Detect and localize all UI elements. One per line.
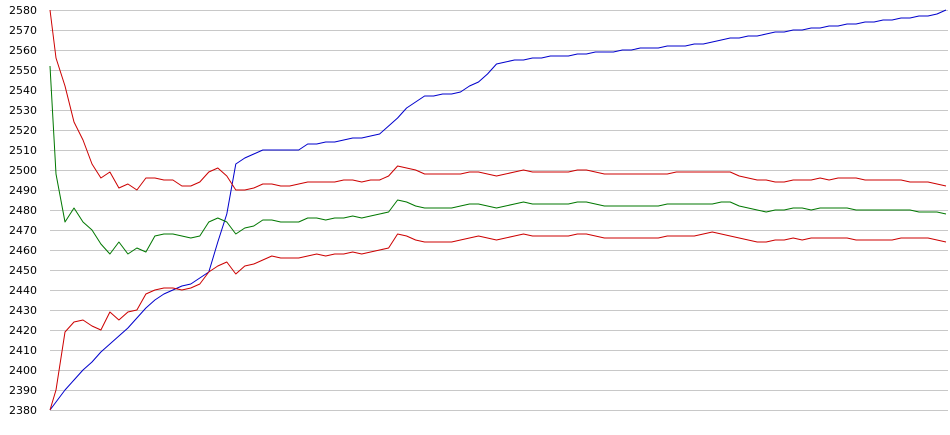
y-tick-label-2460: 2460: [9, 244, 37, 257]
y-tick-label-2420: 2420: [9, 324, 37, 337]
y-tick-label-2450: 2450: [9, 264, 37, 277]
y-tick-label-2410: 2410: [9, 344, 37, 357]
y-tick-label-2580: 2580: [9, 4, 37, 17]
y-tick-label-2430: 2430: [9, 304, 37, 317]
y-tick-label-2480: 2480: [9, 204, 37, 217]
y-tick-label-2560: 2560: [9, 44, 37, 57]
y-tick-label-2490: 2490: [9, 184, 37, 197]
y-tick-label-2540: 2540: [9, 84, 37, 97]
y-tick-label-2570: 2570: [9, 24, 37, 37]
y-tick-label-2390: 2390: [9, 384, 37, 397]
series-line-4: [49, 231, 947, 411]
y-tick-label-2500: 2500: [9, 164, 37, 177]
y-tick-label-2380: 2380: [9, 404, 37, 417]
y-tick-label-2470: 2470: [9, 224, 37, 237]
series-line-1: [49, 9, 947, 411]
series-line-2: [49, 9, 947, 191]
y-tick-label-2440: 2440: [9, 284, 37, 297]
series-line-3: [49, 65, 947, 255]
y-axis-tick-labels: 2380 2390 2400 2410 2420 2430 2440 2450 2460 2470…: [9, 4, 37, 417]
y-tick-label-2400: 2400: [9, 364, 37, 377]
y-tick-label-2510: 2510: [9, 144, 37, 157]
grid-lines: [50, 10, 948, 411]
series-lines: [49, 9, 947, 411]
y-tick-label-2550: 2550: [9, 64, 37, 77]
y-tick-label-2530: 2530: [9, 104, 37, 117]
y-tick-label-2520: 2520: [9, 124, 37, 137]
